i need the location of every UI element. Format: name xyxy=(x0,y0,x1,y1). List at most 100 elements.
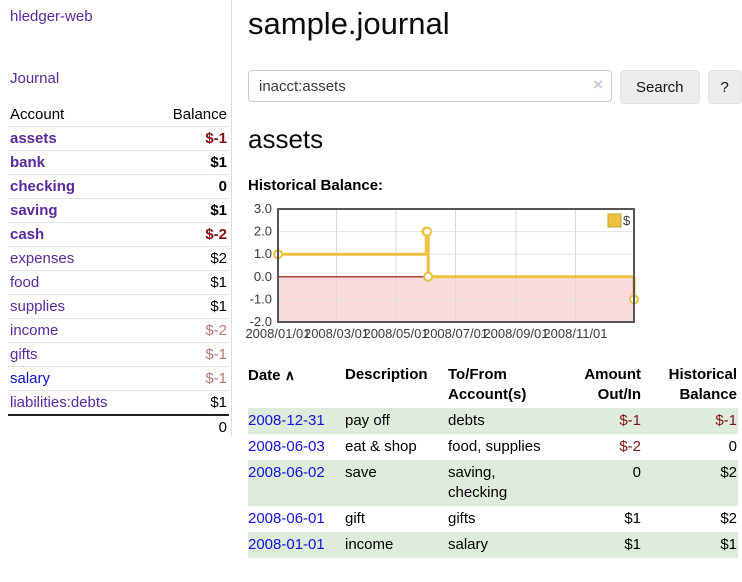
register-header-date[interactable]: Date ∧ xyxy=(248,367,295,384)
account-link-food[interactable]: food xyxy=(10,274,40,291)
transaction-balance: $2 xyxy=(720,464,737,481)
register-header-row: Date ∧ Description To/From Account(s) Am… xyxy=(248,363,738,408)
transaction-amount: $1 xyxy=(624,536,641,553)
transaction-description: income xyxy=(345,536,394,553)
register-header-accounts: To/From Account(s) xyxy=(448,366,527,403)
register-row[interactable]: 2008-12-31 pay off debts $-1 $-1 xyxy=(248,408,738,434)
account-row-bank: bank $1 xyxy=(8,150,229,175)
sort-ascending-icon: ∧ xyxy=(284,367,295,383)
account-balance: $1 xyxy=(148,294,229,319)
accounts-header-row: Account Balance xyxy=(8,103,229,127)
account-link-checking[interactable]: checking xyxy=(10,178,76,195)
clear-search-icon[interactable]: × xyxy=(593,75,603,94)
register-header-balance: Historical Balance xyxy=(668,366,737,403)
transaction-amount: $1 xyxy=(624,510,641,527)
register-header-amount: Amount Out/In xyxy=(584,366,641,403)
search-input-wrap: × xyxy=(248,70,612,102)
account-balance: $-2 xyxy=(148,318,229,343)
transaction-balance: $2 xyxy=(720,510,737,527)
transaction-accounts: gifts xyxy=(448,510,476,527)
accounts-table: Account Balance assets $-1 bank $1 check… xyxy=(8,103,229,439)
account-link-bank[interactable]: bank xyxy=(10,154,46,171)
svg-text:2008/09/01: 2008/09/01 xyxy=(483,326,548,341)
transaction-date-link[interactable]: 2008-01-01 xyxy=(248,536,325,553)
account-link-cash[interactable]: cash xyxy=(10,226,45,243)
account-balance: $1 xyxy=(148,150,229,175)
account-balance: $2 xyxy=(148,246,229,271)
transaction-date-link[interactable]: 2008-06-01 xyxy=(248,510,325,527)
account-row-food: food $1 xyxy=(8,270,229,295)
transaction-description: pay off xyxy=(345,412,390,429)
svg-text:2008/05/01: 2008/05/01 xyxy=(363,326,428,341)
chart-title: Historical Balance: xyxy=(248,177,384,194)
register-row[interactable]: 2008-06-02 save saving, checking 0 $2 xyxy=(248,460,738,506)
search-form: × Search ? xyxy=(248,70,742,104)
svg-text:2008/11/01: 2008/11/01 xyxy=(543,326,607,341)
account-row-gifts: gifts $-1 xyxy=(8,342,229,367)
account-link-saving[interactable]: saving xyxy=(10,202,58,219)
transaction-amount: 0 xyxy=(632,464,641,481)
svg-text:2.0: 2.0 xyxy=(254,224,272,239)
account-balance: $-1 xyxy=(148,126,229,151)
account-link-supplies[interactable]: supplies xyxy=(10,298,66,315)
svg-text:-1.0: -1.0 xyxy=(250,291,272,306)
svg-text:$: $ xyxy=(623,213,631,228)
account-balance: $1 xyxy=(148,270,229,295)
transaction-accounts: debts xyxy=(448,412,485,429)
account-link-liabilities-debts[interactable]: liabilities:debts xyxy=(10,394,108,411)
accounts-total-value: 0 xyxy=(148,414,229,439)
transaction-description: save xyxy=(345,464,377,481)
historical-balance-chart: $2008/01/01 2008/03/01 2008/05/01 2008/07/0… xyxy=(240,200,702,348)
svg-text:2008/07/01: 2008/07/01 xyxy=(423,326,488,341)
transaction-amount: $-2 xyxy=(619,438,641,455)
svg-text:1.0: 1.0 xyxy=(254,246,272,261)
register-row[interactable]: 2008-06-03 eat & shop food, supplies $-2… xyxy=(248,434,738,460)
account-row-saving: saving $1 xyxy=(8,198,229,223)
account-link-salary[interactable]: salary xyxy=(10,370,51,387)
accounts-header-balance: Balance xyxy=(172,106,227,123)
transaction-accounts: salary xyxy=(448,536,489,553)
account-row-assets: assets $-1 xyxy=(8,126,229,151)
account-row-salary: salary $-1 xyxy=(8,366,229,391)
accounts-total-row: 0 xyxy=(8,414,229,439)
transaction-balance: $1 xyxy=(720,536,737,553)
search-button[interactable]: Search xyxy=(620,70,700,104)
page-title: sample.journal xyxy=(248,6,450,41)
accounts-header-account: Account xyxy=(10,106,65,123)
register-row[interactable]: 2008-06-01 gift gifts $1 $2 xyxy=(248,506,738,532)
register-table: Date ∧ Description To/From Account(s) Am… xyxy=(248,363,738,558)
transaction-accounts: saving, checking xyxy=(448,464,508,501)
sidebar-item-journal[interactable]: Journal xyxy=(10,70,60,87)
account-row-expenses: expenses $2 xyxy=(8,246,229,271)
help-button[interactable]: ? xyxy=(707,70,742,104)
account-balance: $-1 xyxy=(148,342,229,367)
account-balance: $-1 xyxy=(148,366,229,391)
svg-text:-2.0: -2.0 xyxy=(250,314,272,329)
transaction-balance: 0 xyxy=(728,438,737,455)
transaction-date-link[interactable]: 2008-06-02 xyxy=(248,464,325,481)
account-balance: $1 xyxy=(148,390,229,415)
account-balance: $-2 xyxy=(148,222,229,247)
account-link-expenses[interactable]: expenses xyxy=(10,250,75,267)
transaction-amount: $-1 xyxy=(619,412,641,429)
account-row-income: income $-2 xyxy=(8,318,229,343)
account-link-gifts[interactable]: gifts xyxy=(10,346,38,363)
account-row-liabilities-debts: liabilities:debts $1 xyxy=(8,390,229,415)
transaction-balance: $-1 xyxy=(715,412,737,429)
register-header-description: Description xyxy=(345,366,428,383)
transaction-date-link[interactable]: 2008-06-03 xyxy=(248,438,325,455)
svg-text:3.0: 3.0 xyxy=(254,201,272,216)
account-row-cash: cash $-2 xyxy=(8,222,229,247)
transaction-description: gift xyxy=(345,510,366,527)
svg-text:0.0: 0.0 xyxy=(254,269,272,284)
account-link-assets[interactable]: assets xyxy=(10,130,57,147)
register-row[interactable]: 2008-01-01 income salary $1 $1 xyxy=(248,532,738,558)
account-row-supplies: supplies $1 xyxy=(8,294,229,319)
brand-link[interactable]: hledger-web xyxy=(10,8,93,25)
account-balance: 0 xyxy=(148,174,229,199)
search-input[interactable] xyxy=(248,70,612,102)
account-balance: $1 xyxy=(148,198,229,223)
transaction-date-link[interactable]: 2008-12-31 xyxy=(248,412,325,429)
account-link-income[interactable]: income xyxy=(10,322,59,339)
